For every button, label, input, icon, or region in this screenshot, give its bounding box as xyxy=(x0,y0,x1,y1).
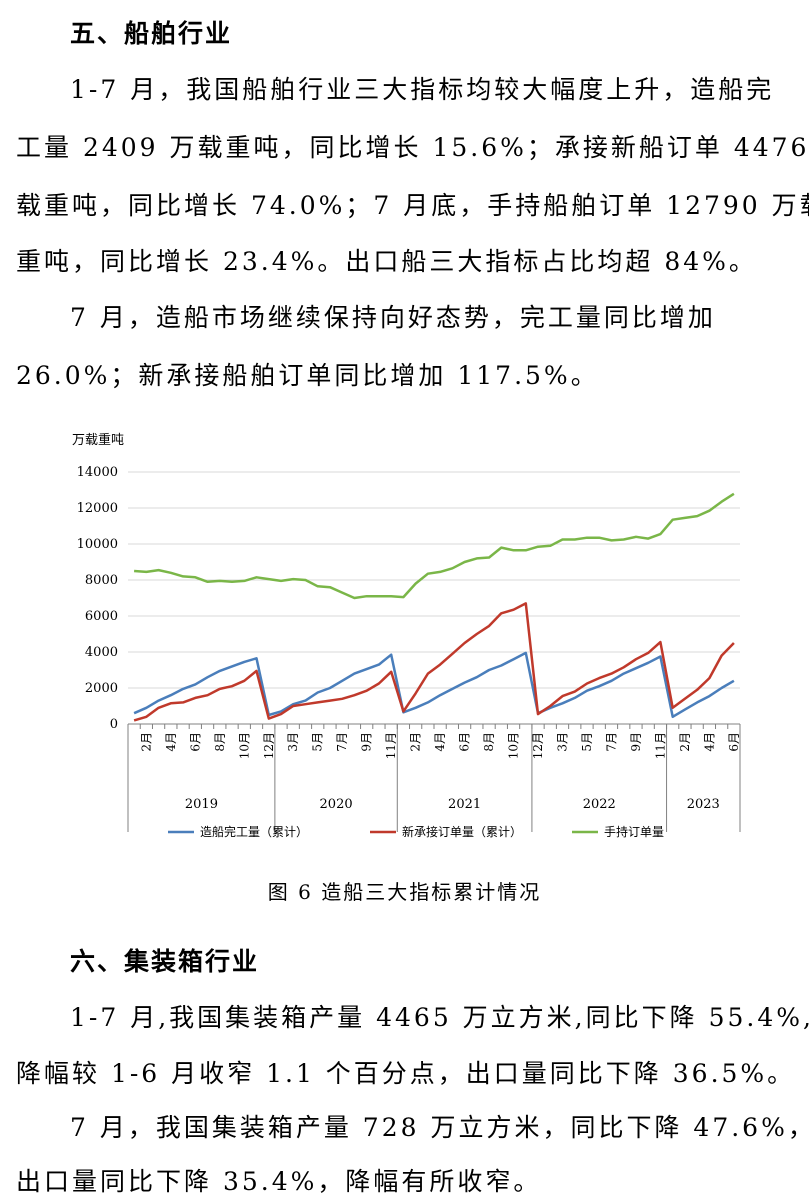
figure-caption: 图 6 造船三大指标累计情况 xyxy=(267,880,542,904)
x-tick-label: 2月 xyxy=(409,732,423,752)
series-line xyxy=(133,602,735,722)
x-tick-label: 11月 xyxy=(384,732,398,759)
section-5-paragraph-1-line-2: 工量 2409 万载重吨，同比增长 15.6%；承接新船订单 4476 万 xyxy=(16,133,809,162)
x-tick-label: 7月 xyxy=(604,732,618,752)
x-tick-label: 11月 xyxy=(653,732,667,759)
section-5-title: 五、船舶行业 xyxy=(70,19,233,48)
y-axis-label: 万载重吨 xyxy=(72,432,124,448)
x-tick-label: 2月 xyxy=(678,732,692,752)
axes: 0 2000 4000 6000 8000 10000 12000 14000 2月 4月 6月 8月… xyxy=(77,465,741,832)
section-5-paragraph-1-line-4: 重吨，同比增长 23.4%。出口船三大指标占比均超 84%。 xyxy=(16,247,757,276)
y-tick-label: 14000 xyxy=(77,465,118,480)
legend-label: 手持订单量 xyxy=(604,824,664,839)
y-tick-label: 10000 xyxy=(77,537,118,552)
year-label: 2020 xyxy=(320,797,353,812)
section-5-paragraph-2-line-2: 26.0%；新承接船舶订单同比增加 117.5%。 xyxy=(16,361,599,390)
y-tick-label: 6000 xyxy=(85,609,118,624)
x-tick-label: 12月 xyxy=(531,732,545,759)
x-tick-label: 3月 xyxy=(556,732,570,752)
x-tick-label: 10月 xyxy=(237,732,251,759)
section-5-paragraph-1-line-1: 1-7 月，我国船舶行业三大指标均较大幅度上升，造船完 xyxy=(70,75,775,104)
x-tick-label: 9月 xyxy=(629,732,643,752)
x-tick-label: 5月 xyxy=(580,732,594,752)
y-tick-label: 0 xyxy=(110,717,118,732)
legend-label: 造船完工量（累计） xyxy=(200,824,308,839)
x-tick-label: 3月 xyxy=(286,732,300,752)
x-tick-label: 9月 xyxy=(360,732,374,752)
x-tick-label: 2月 xyxy=(139,732,153,752)
year-label: 2023 xyxy=(687,797,720,812)
section-6-paragraph-2-line-1: 7 月，我国集装箱产量 728 万立方米，同比下降 47.6%， xyxy=(70,1113,809,1142)
legend-label: 新承接订单量（累计） xyxy=(402,824,522,839)
x-tick-label: 8月 xyxy=(482,732,496,752)
section-6-paragraph-1-line-1: 1-7 月,我国集装箱产量 4465 万立方米,同比下降 55.4%, xyxy=(70,1003,809,1032)
year-label: 2022 xyxy=(583,797,616,812)
x-tick-label: 5月 xyxy=(311,732,325,752)
x-tick-label: 10月 xyxy=(507,732,521,759)
gridlines xyxy=(128,471,740,689)
series-line xyxy=(133,651,735,719)
series-lines xyxy=(133,492,735,722)
x-tick-label: 12月 xyxy=(262,732,276,759)
year-label: 2021 xyxy=(448,797,481,812)
y-tick-label: 8000 xyxy=(85,573,118,588)
x-tick-label: 4月 xyxy=(702,732,716,752)
y-tick-label: 12000 xyxy=(77,501,118,516)
year-label: 2019 xyxy=(185,797,218,812)
section-5-paragraph-2-line-1: 7 月，造船市场继续保持向好态势，完工量同比增加 xyxy=(70,303,716,332)
x-tick-label: 7月 xyxy=(335,732,349,752)
y-tick-label: 4000 xyxy=(85,645,118,660)
y-tick-label: 2000 xyxy=(85,681,118,696)
x-tick-label: 6月 xyxy=(188,732,202,752)
x-tick-label: 4月 xyxy=(433,732,447,752)
series-line xyxy=(134,492,735,600)
section-6-paragraph-2-line-2: 出口量同比下降 35.4%，降幅有所收窄。 xyxy=(16,1167,542,1196)
x-tick-label: 6月 xyxy=(727,732,741,752)
legend: 造船完工量（累计） 新承接订单量（累计） 手持订单量 xyxy=(168,824,664,839)
section-6-title: 六、集装箱行业 xyxy=(70,947,260,976)
shipbuilding-indicators-chart: 万载重吨 0 2000 4000 6000 8000 10000 12000 14000 2月 4… xyxy=(72,432,741,839)
x-tick-label: 6月 xyxy=(458,732,472,752)
section-6-paragraph-1-line-2: 降幅较 1-6 月收窄 1.1 个百分点，出口量同比下降 36.5%。 xyxy=(16,1059,796,1088)
section-5-paragraph-1-line-3: 载重吨，同比增长 74.0%；7 月底，手持船舶订单 12790 万载 xyxy=(16,191,809,220)
x-tick-label: 8月 xyxy=(213,732,227,752)
x-tick-label: 4月 xyxy=(164,732,178,752)
